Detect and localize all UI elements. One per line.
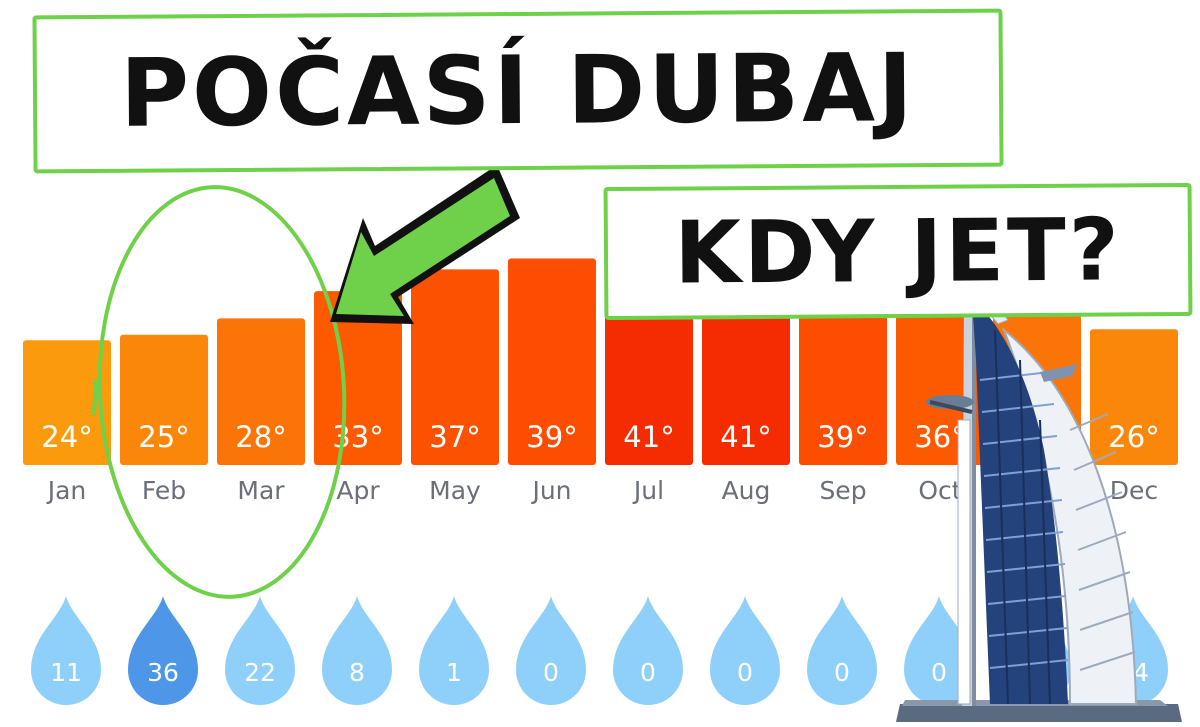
raindrop-icon (613, 596, 683, 705)
temp-bar-dec (1090, 329, 1178, 465)
temp-bar-jun (508, 258, 596, 465)
burj-al-arab-icon (896, 281, 1182, 722)
title-banner: POČASÍ DUBAJ (32, 8, 1004, 174)
temp-bar-oct (896, 274, 984, 465)
month-label-jul: Jul (632, 476, 664, 505)
rain-label-oct: 0 (931, 658, 947, 687)
raindrop-icon (31, 596, 101, 705)
highlight-ellipse (97, 185, 347, 599)
rain-label-may: 1 (446, 658, 462, 687)
month-label-aug: Aug (722, 476, 771, 505)
temp-bar-may (411, 269, 499, 465)
month-label-sep: Sep (819, 476, 866, 505)
raindrop-icon (128, 596, 198, 705)
rain-label-feb: 36 (147, 658, 179, 687)
month-label-oct: Oct (918, 476, 961, 505)
rain-label-jul: 0 (640, 658, 656, 687)
rain-label-aug: 0 (737, 658, 753, 687)
temp-label-may: 37° (429, 420, 480, 454)
temp-label-jun: 39° (526, 420, 577, 454)
temp-label-jan: 24° (41, 420, 92, 454)
month-label-may: May (429, 476, 481, 505)
temp-label-jul: 41° (623, 420, 674, 454)
temp-bar-feb (120, 334, 208, 465)
temp-bar-mar (217, 318, 305, 465)
month-label-jun: Jun (530, 476, 571, 505)
raindrop-icon (322, 596, 392, 705)
temp-label-feb: 25° (138, 420, 189, 454)
temp-label-sep: 39° (817, 420, 868, 454)
page-subtitle: KDY JET? (674, 199, 1122, 304)
subtitle-banner: KDY JET? (603, 182, 1193, 321)
raindrop-icon (419, 596, 489, 705)
raindrop-icon (710, 596, 780, 705)
rain-label-jan: 11 (50, 658, 82, 687)
rain-label-apr: 8 (349, 658, 365, 687)
month-label-mar: Mar (237, 476, 285, 505)
rain-label-sep: 0 (834, 658, 850, 687)
rain-label-jun: 0 (543, 658, 559, 687)
page-title: POČASÍ DUBAJ (119, 33, 917, 149)
pointer-arrow-icon (330, 165, 520, 324)
temp-label-mar: 28° (235, 420, 286, 454)
temp-label-oct: 36° (914, 420, 965, 454)
temp-label-aug: 41° (720, 420, 771, 454)
month-label-apr: Apr (336, 476, 380, 505)
temp-bar-jan (23, 340, 111, 465)
month-label-dec: Dec (1110, 476, 1158, 505)
highlight-ellipse-tick (92, 379, 98, 416)
month-label-feb: Feb (142, 476, 186, 505)
raindrop-icon (904, 596, 974, 705)
temp-label-dec: 26° (1108, 420, 1159, 454)
raindrop-icon (516, 596, 586, 705)
month-label-jan: Jan (46, 476, 87, 505)
raindrop-icon (807, 596, 877, 705)
raindrop-icon (225, 596, 295, 705)
rain-label-mar: 22 (244, 658, 276, 687)
